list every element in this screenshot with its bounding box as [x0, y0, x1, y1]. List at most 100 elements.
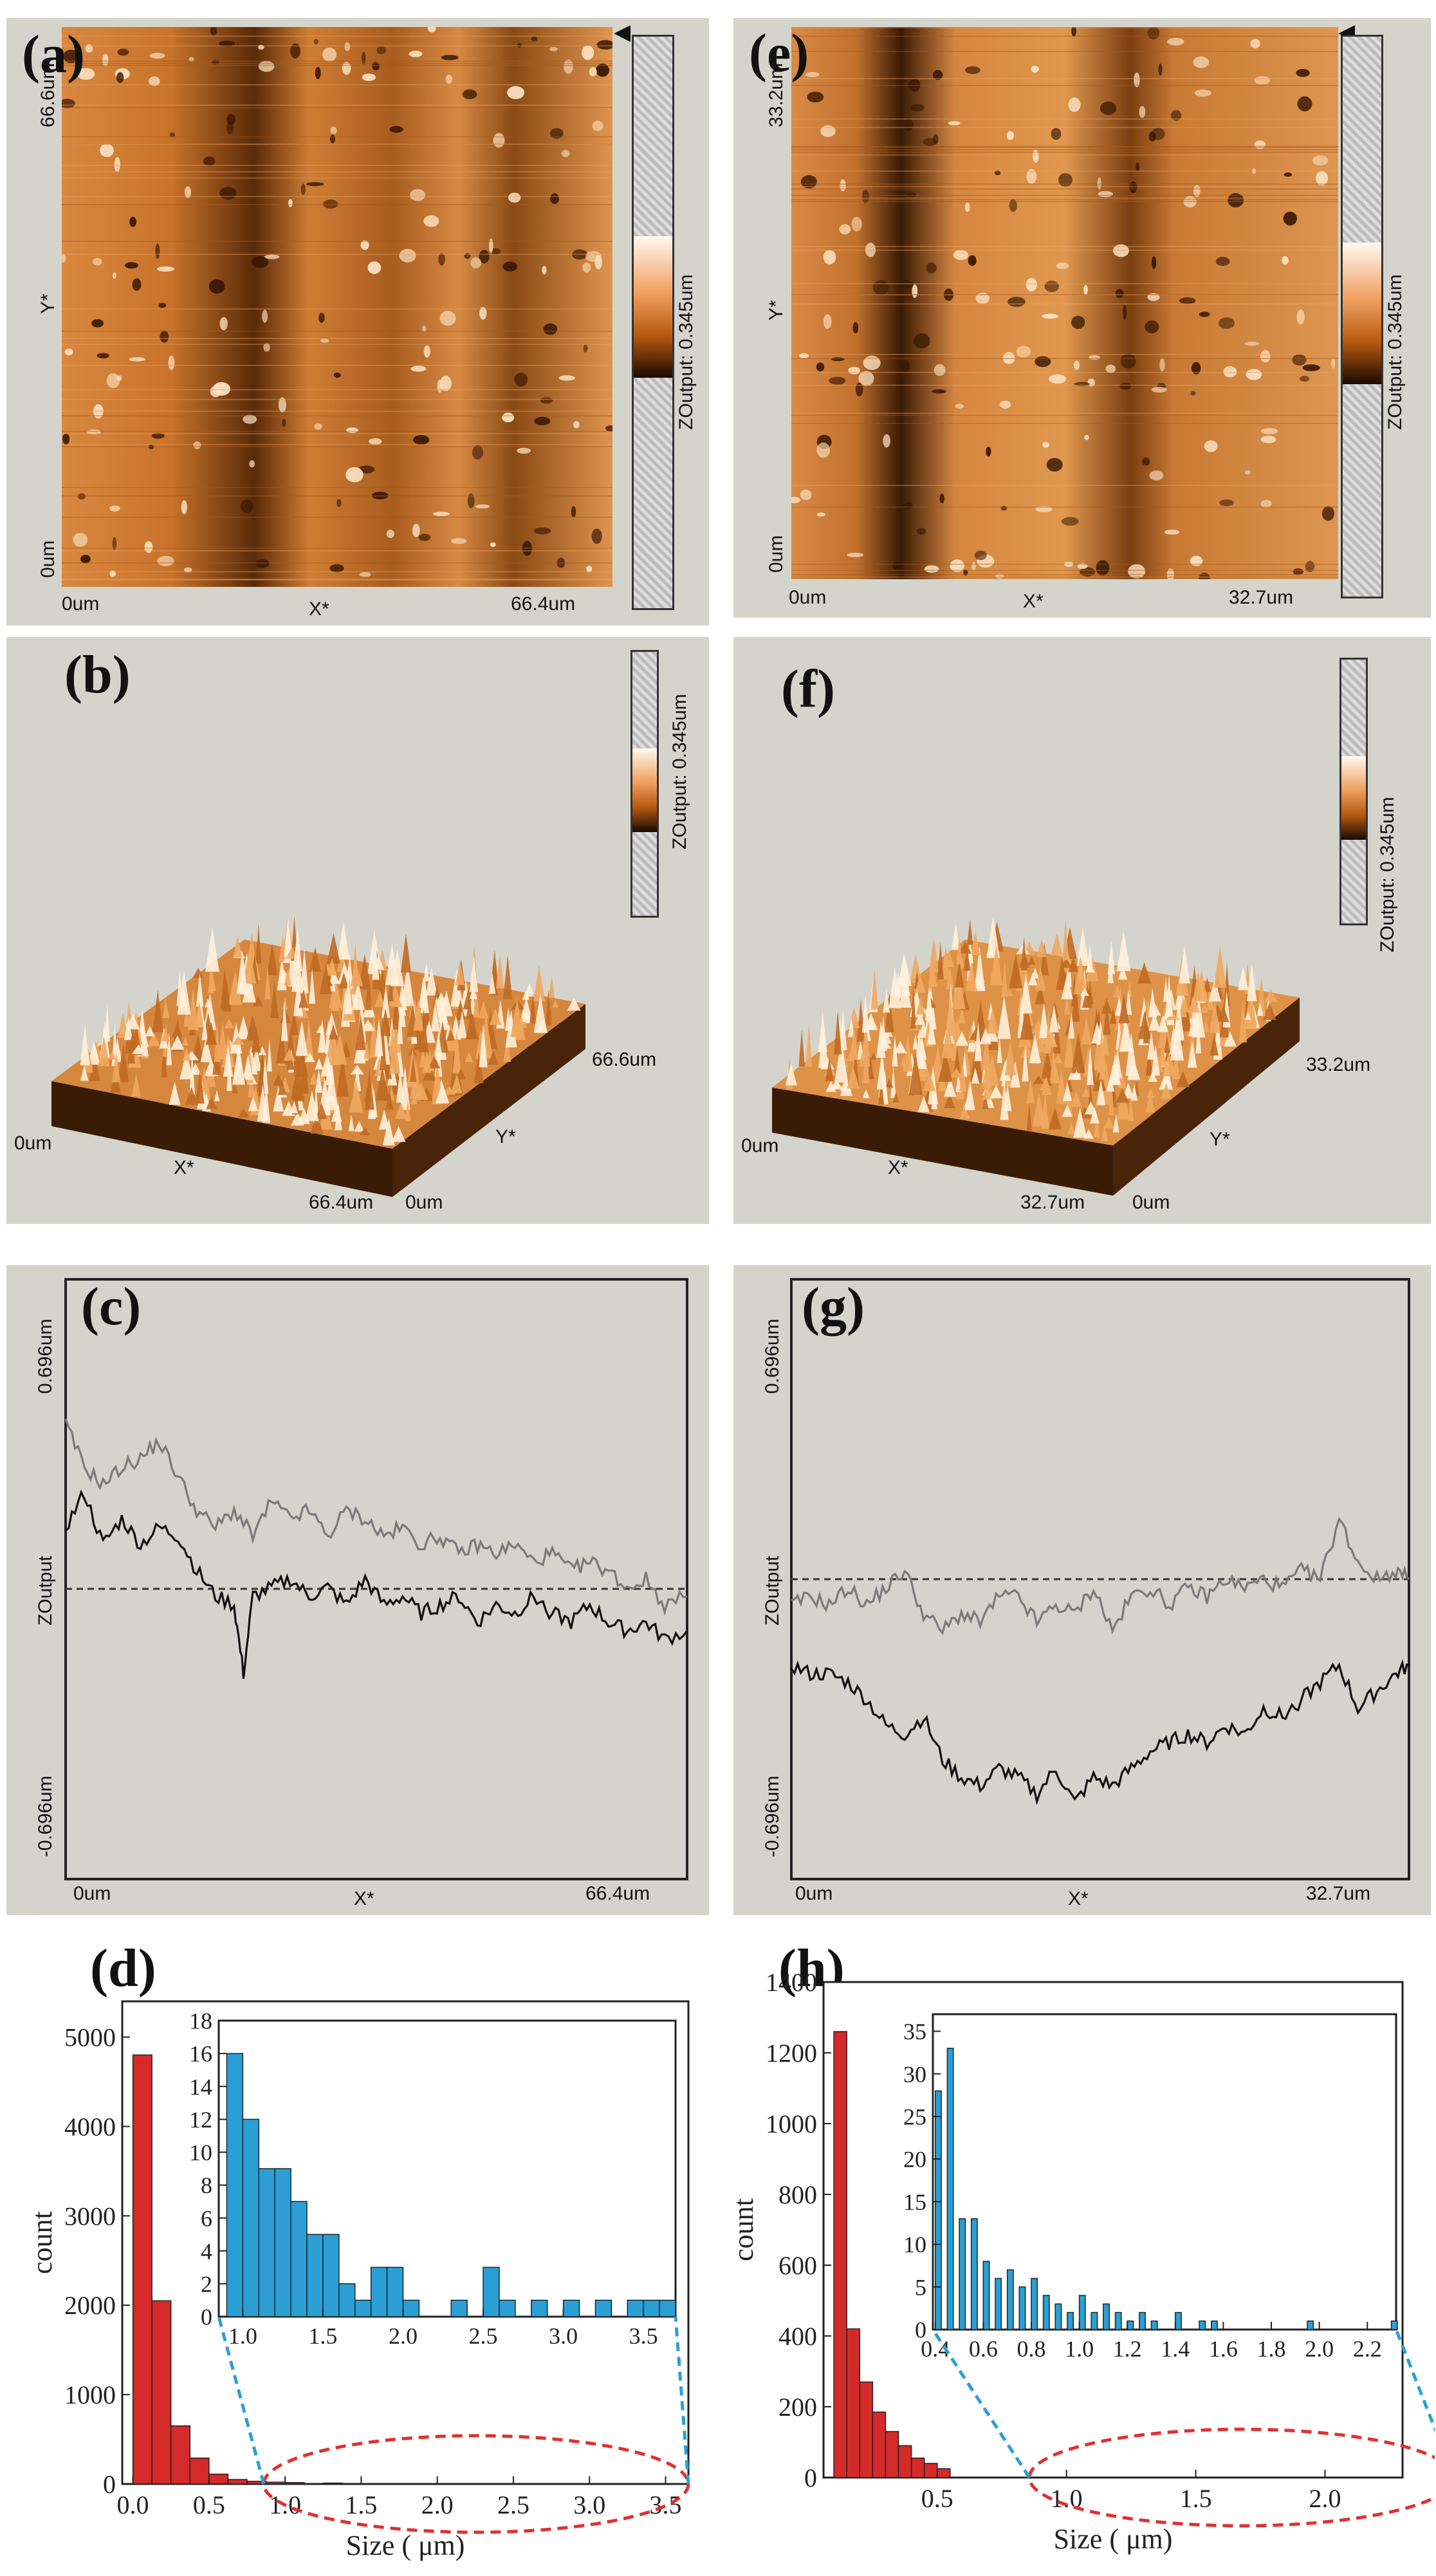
y-tick-label: 2000 — [64, 2291, 116, 2320]
y-tick-label: 400 — [778, 2322, 817, 2351]
x-mid-label: X* — [888, 1157, 908, 1178]
bar — [151, 2300, 172, 2485]
y-tick-label: 25 — [903, 2104, 926, 2130]
bar — [1127, 2321, 1134, 2330]
bar — [1175, 2312, 1182, 2330]
y-tick-label: 14 — [189, 2074, 212, 2100]
bar — [306, 2234, 324, 2317]
panel-label: (a) — [22, 24, 85, 84]
afm-2d-svg-e — [791, 27, 1338, 579]
y-tick-label: 800 — [778, 2180, 817, 2209]
bar — [872, 2411, 887, 2478]
y-tick-label: 1000 — [766, 2109, 817, 2138]
y-top-label: 0.696um — [35, 1319, 56, 1394]
y-tick-label: 4 — [201, 2238, 212, 2264]
x-tick-label: 3.0 — [549, 2323, 578, 2349]
z-scale-label: ZOutput: 0.345um — [669, 694, 690, 849]
bar — [982, 2261, 990, 2330]
bar — [1091, 2312, 1098, 2330]
y-mid-label: Y* — [495, 1126, 516, 1147]
z-scale-label: ZOutput: 0.345um — [676, 274, 697, 430]
x-tick-label: 1.4 — [1161, 2336, 1190, 2362]
x-right-label: 66.4um — [585, 1883, 650, 1904]
bar — [1006, 2269, 1014, 2330]
afm-2d-image-e — [791, 27, 1338, 579]
y-tick-label: 15 — [903, 2189, 926, 2215]
profile-chart-c — [64, 1278, 688, 1880]
bar — [959, 2218, 966, 2330]
bar — [1210, 2321, 1218, 2330]
y-top-label: 33.2um — [766, 62, 787, 127]
x-tick-label: 3.0 — [573, 2490, 605, 2519]
x-tick-label: 1.5 — [1180, 2484, 1212, 2513]
bar — [284, 2482, 305, 2485]
bar — [1150, 2321, 1158, 2330]
y-tick-label: 6 — [201, 2205, 212, 2231]
panel-g: (g) 0.696um ZOutput -0.696um 0um X* 32.7… — [733, 1265, 1431, 1915]
bar — [562, 2299, 580, 2317]
bar — [910, 2458, 925, 2478]
bar — [1103, 2303, 1110, 2330]
x-axis-label: Size ( μm) — [346, 2530, 465, 2561]
panel-label-d: (d) — [90, 1938, 156, 1998]
bar — [189, 2457, 210, 2485]
afm-3d-surface-f — [772, 915, 1300, 1196]
panel-e: (e) 33.2um Y* 0um 0um X* 32.7um ◀ ZOutpu… — [733, 18, 1431, 618]
lower-trace — [790, 1658, 1410, 1806]
bar — [402, 2299, 420, 2317]
y-tick-label: 12 — [189, 2107, 212, 2133]
panel-label: (e) — [749, 23, 809, 83]
x-tick-label: 0.0 — [117, 2490, 149, 2519]
x-tick-label: 1.6 — [1209, 2336, 1238, 2362]
bar — [242, 2118, 260, 2317]
x-tick-label: 1.8 — [1257, 2336, 1286, 2362]
bar — [360, 2483, 381, 2485]
afm-3d-surface-b — [51, 914, 585, 1197]
afm-2d-image-a — [62, 27, 612, 587]
bar — [1390, 2321, 1398, 2330]
bar — [258, 2168, 275, 2317]
panel-label: (f) — [781, 659, 835, 719]
x-right-label: 32.7um — [1306, 1883, 1371, 1904]
panel-b: (b) ZOutput: 0.345um 66.6um 0um X* 66.4u… — [6, 637, 709, 1224]
y-tick-label: 1000 — [64, 2380, 116, 2409]
panel-c: (c) 0.696um ZOutput -0.696um 0um X* 66.4… — [6, 1265, 709, 1915]
panel-label: (c) — [81, 1277, 142, 1337]
bar — [170, 2425, 191, 2485]
y-tick-label: 10 — [189, 2140, 212, 2165]
upper-trace — [791, 1517, 1410, 1635]
z-scale-bar — [1339, 658, 1368, 925]
y-axis-label: count — [728, 2198, 759, 2261]
bar — [898, 2445, 912, 2478]
panel-a: (a) 66.6um Y* 0um 0um X* 66.4um ◀ ZOutpu… — [6, 18, 709, 625]
x-right-label: 32.7um — [1020, 1192, 1085, 1213]
plot-frame — [932, 2013, 1397, 2331]
bar — [354, 2299, 372, 2317]
y-tick-label: 10 — [903, 2232, 926, 2257]
y-top-label: 0.696um — [762, 1319, 783, 1394]
y-tick-label: 0 — [804, 2463, 817, 2492]
profile-chart-g — [790, 1278, 1410, 1880]
y-bot-label: -0.696um — [762, 1775, 783, 1857]
bar — [1042, 2295, 1050, 2330]
bar — [937, 2468, 951, 2478]
y-tick-label: 16 — [189, 2041, 212, 2067]
bar — [322, 2482, 343, 2485]
bar — [1054, 2303, 1062, 2330]
x-tick-label: 2.2 — [1353, 2336, 1382, 2362]
y-bot-label: 0um — [37, 540, 59, 578]
bar — [946, 2048, 954, 2330]
y-tick-label: 8 — [201, 2173, 212, 2198]
y-tick-label: 2 — [201, 2271, 212, 2297]
bar — [1018, 2286, 1026, 2330]
y-axis-label: count — [26, 2211, 58, 2274]
bar — [627, 2299, 644, 2317]
bar — [1031, 2277, 1038, 2330]
x-left-label: 0um — [741, 1135, 779, 1156]
y-tick-label: 18 — [189, 2008, 212, 2034]
y-end-label: 33.2um — [1306, 1054, 1371, 1075]
bar — [483, 2266, 500, 2317]
z-scale-bar — [632, 35, 674, 610]
bar — [859, 2381, 874, 2478]
